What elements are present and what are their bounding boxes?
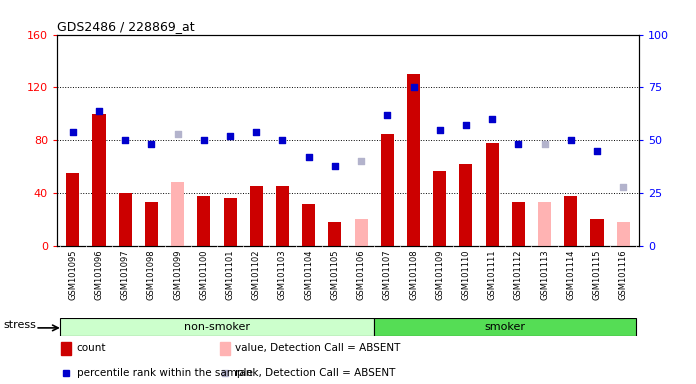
Text: stress: stress	[3, 319, 36, 329]
Text: GSM101103: GSM101103	[278, 249, 287, 300]
Point	[592, 148, 603, 154]
Point	[565, 137, 576, 143]
Point	[539, 141, 550, 147]
Point	[460, 122, 471, 129]
Text: smoker: smoker	[484, 322, 525, 332]
Point	[487, 116, 498, 122]
Text: GSM101100: GSM101100	[199, 249, 208, 300]
Point	[617, 184, 628, 190]
Bar	[61, 342, 71, 355]
Point	[146, 141, 157, 147]
Point	[513, 141, 524, 147]
Text: GSM101110: GSM101110	[461, 249, 470, 300]
Bar	[538, 202, 551, 246]
Bar	[459, 164, 473, 246]
Bar	[276, 186, 289, 246]
Bar	[407, 74, 420, 246]
Bar	[381, 134, 394, 246]
Point	[68, 129, 79, 135]
Bar	[93, 114, 106, 246]
Bar	[374, 318, 636, 336]
Bar	[302, 204, 315, 246]
Text: GDS2486 / 228869_at: GDS2486 / 228869_at	[57, 20, 195, 33]
Text: GSM101104: GSM101104	[304, 249, 313, 300]
Point	[329, 162, 340, 169]
Point	[303, 154, 315, 160]
Bar	[617, 222, 630, 246]
Text: GSM101097: GSM101097	[120, 249, 129, 300]
Text: GSM101116: GSM101116	[619, 249, 628, 300]
Bar	[118, 193, 132, 246]
Text: GSM101106: GSM101106	[356, 249, 365, 300]
Text: GSM101109: GSM101109	[435, 249, 444, 300]
Text: GSM101111: GSM101111	[488, 249, 497, 300]
Bar	[512, 202, 525, 246]
Text: count: count	[77, 343, 106, 353]
Text: non-smoker: non-smoker	[184, 322, 250, 332]
Text: GSM101098: GSM101098	[147, 249, 156, 300]
Text: GSM101107: GSM101107	[383, 249, 392, 300]
Bar	[486, 143, 499, 246]
Bar	[564, 195, 578, 246]
Point	[172, 131, 183, 137]
Bar	[433, 170, 446, 246]
Point	[356, 158, 367, 164]
Point	[120, 137, 131, 143]
Text: GSM101108: GSM101108	[409, 249, 418, 300]
Text: GSM101105: GSM101105	[331, 249, 340, 300]
Bar	[60, 318, 374, 336]
Bar	[223, 198, 237, 246]
Point	[251, 129, 262, 135]
Point	[198, 137, 209, 143]
Bar	[250, 186, 263, 246]
Point	[381, 112, 393, 118]
Point	[93, 108, 104, 114]
Bar	[354, 219, 367, 246]
Point	[434, 127, 445, 133]
Text: GSM101113: GSM101113	[540, 249, 549, 300]
Text: percentile rank within the sample: percentile rank within the sample	[77, 368, 253, 378]
Bar	[66, 173, 79, 246]
Point	[225, 133, 236, 139]
Text: GSM101101: GSM101101	[226, 249, 235, 300]
Text: value, Detection Call = ABSENT: value, Detection Call = ABSENT	[235, 343, 401, 353]
Text: GSM101096: GSM101096	[95, 249, 104, 300]
Text: GSM101112: GSM101112	[514, 249, 523, 300]
Bar	[220, 342, 230, 355]
Bar	[171, 182, 184, 246]
Bar	[329, 222, 342, 246]
Text: GSM101115: GSM101115	[592, 249, 601, 300]
Bar	[145, 202, 158, 246]
Point	[277, 137, 288, 143]
Text: rank, Detection Call = ABSENT: rank, Detection Call = ABSENT	[235, 368, 396, 378]
Text: GSM101102: GSM101102	[252, 249, 261, 300]
Text: GSM101099: GSM101099	[173, 249, 182, 300]
Point	[408, 84, 419, 91]
Bar	[590, 219, 603, 246]
Text: GSM101095: GSM101095	[68, 249, 77, 300]
Text: GSM101114: GSM101114	[567, 249, 576, 300]
Bar	[197, 195, 210, 246]
